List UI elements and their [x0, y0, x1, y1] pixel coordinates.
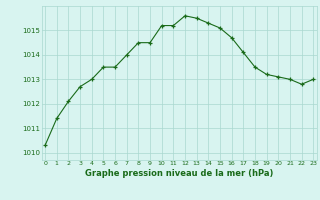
- X-axis label: Graphe pression niveau de la mer (hPa): Graphe pression niveau de la mer (hPa): [85, 169, 273, 178]
